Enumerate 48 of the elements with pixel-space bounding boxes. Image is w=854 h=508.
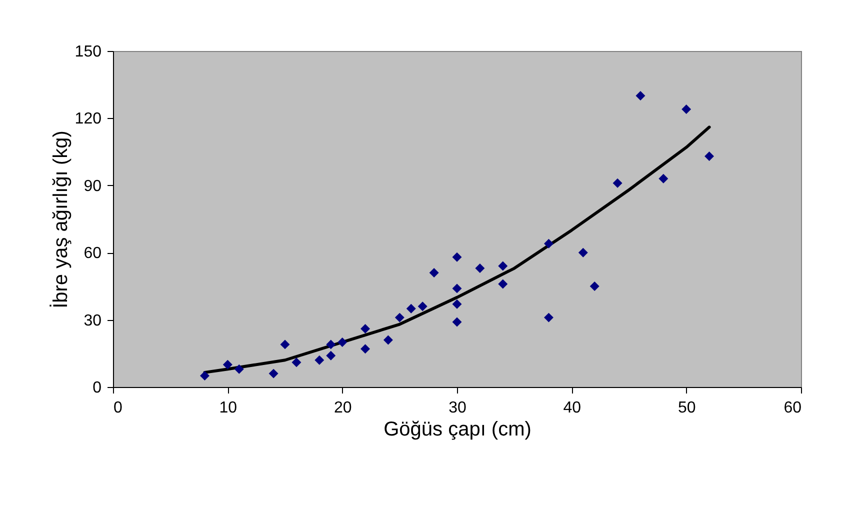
x-tick-label: 60 [784,400,802,416]
point [544,238,554,248]
y-tick-label: 60 [84,245,102,262]
point [612,178,622,188]
point [452,284,462,294]
point [200,371,210,381]
point [590,281,600,291]
x-tick-label: 20 [334,400,352,416]
point [338,337,348,347]
point [682,104,692,114]
y-tick-label: 150 [74,44,102,60]
point [475,264,485,274]
x-tick-label: 0 [114,400,122,416]
point [544,312,554,322]
point [429,268,439,278]
point [222,360,232,370]
x-tick-label: 10 [219,400,238,416]
point [268,368,278,378]
x-axis-title: Göğüs çapı (cm) [384,418,532,440]
point [452,299,462,309]
y-tick-label: 30 [84,312,102,330]
y-tick-label: 90 [84,178,102,195]
point [406,304,416,314]
point [360,344,370,354]
point [360,324,370,334]
point [314,355,324,365]
point [658,174,668,184]
point [578,248,588,258]
point [418,302,428,312]
point [383,335,393,345]
point [498,261,508,271]
point [636,91,646,101]
x-tick-label: 50 [678,400,696,416]
y-axis-title: İbre yaş ağırlığı (kg) [48,130,72,308]
point [234,364,244,374]
point [394,312,404,322]
point [452,252,462,262]
y-tick-label: 120 [74,110,102,128]
point [326,340,336,350]
x-tick-label: 40 [563,400,582,416]
point [292,358,302,368]
point [452,317,462,327]
y-tick-label: 0 [92,380,102,396]
point [498,279,508,289]
point [326,350,336,360]
point [704,152,714,162]
point [280,340,290,350]
x-tick-label: 30 [448,400,466,416]
